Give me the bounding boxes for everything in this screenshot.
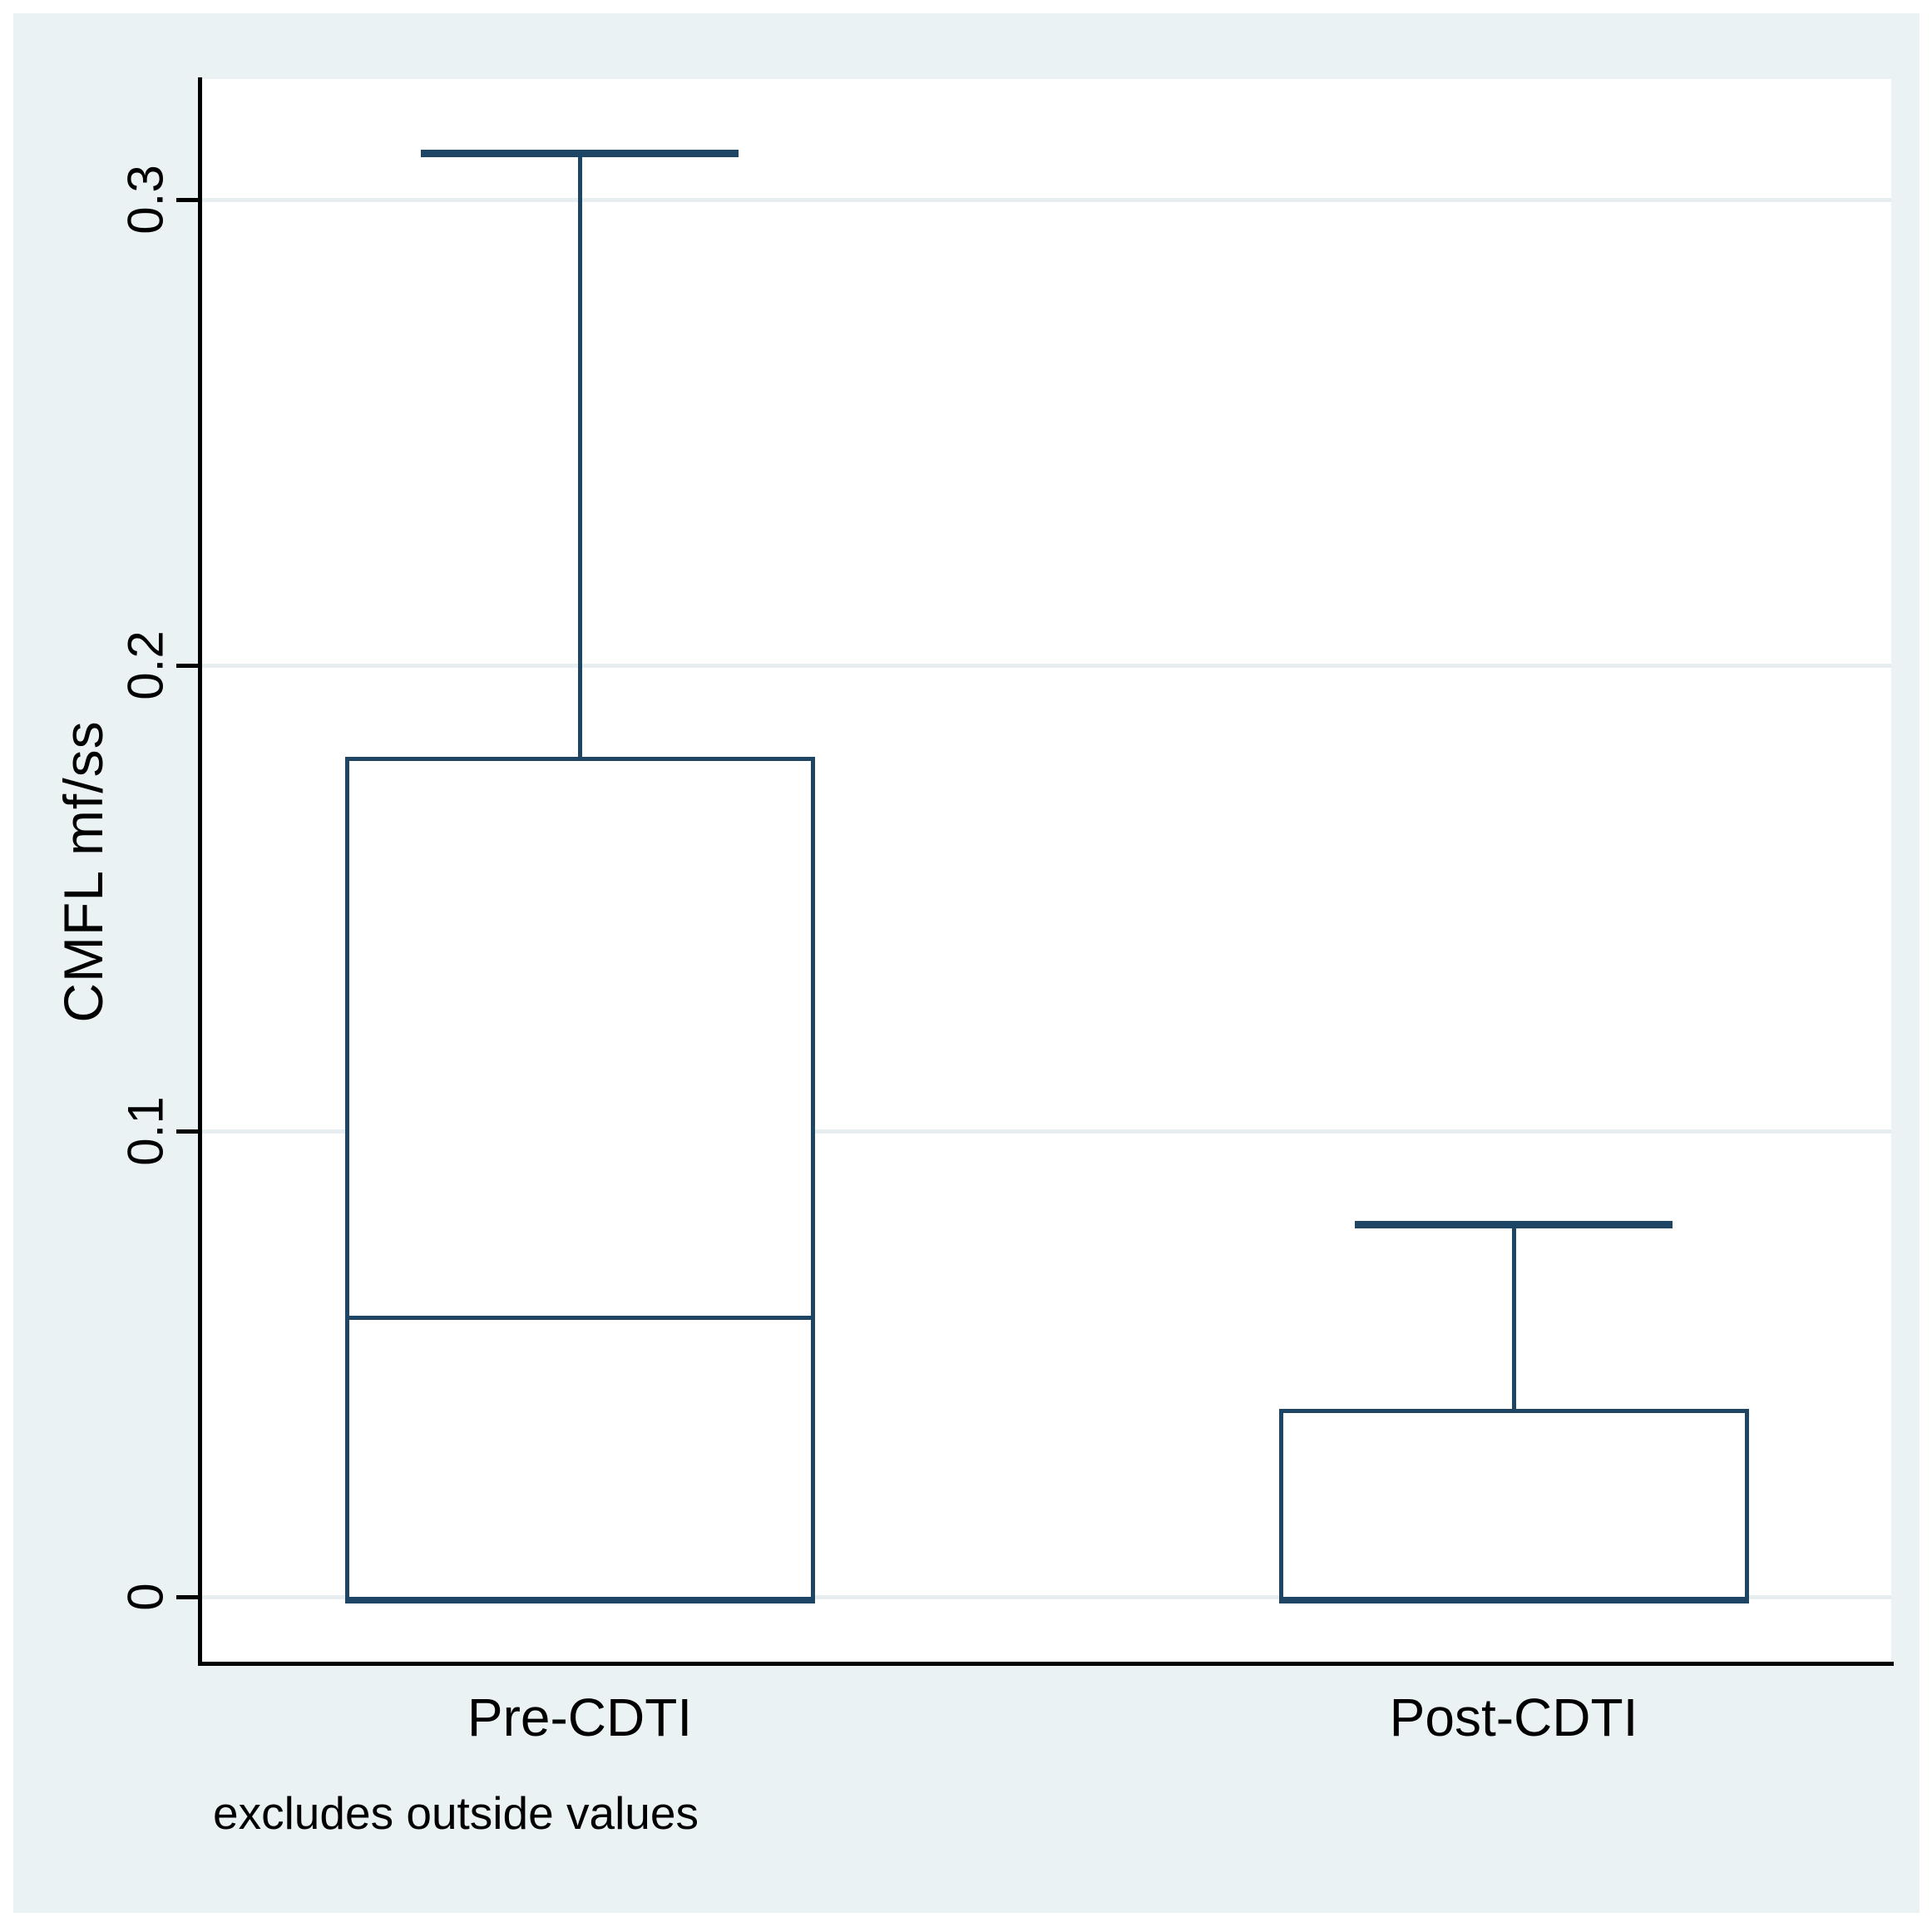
y-tick-mark-0.3 <box>176 198 200 202</box>
y-tick-mark-0.2 <box>176 664 200 668</box>
y-axis-line <box>198 77 202 1666</box>
y-axis-title: CMFL mf/ss <box>52 720 114 1023</box>
whisker-stem-post-cdti <box>1512 1224 1516 1411</box>
box-pre-cdti <box>344 757 815 1603</box>
whisker-cap-post-cdti <box>1355 1221 1673 1228</box>
y-tick-label-0.1: 0.1 <box>117 1096 174 1166</box>
y-tick-mark-0 <box>176 1595 200 1599</box>
whisker-stem-pre-cdti <box>578 153 582 758</box>
box-post-cdti <box>1278 1409 1749 1603</box>
x-tick-label-pre-cdti: Pre-CDTI <box>467 1687 693 1747</box>
y-tick-label-0: 0 <box>117 1583 174 1611</box>
y-tick-label-0.2: 0.2 <box>117 630 174 700</box>
y-tick-label-0.3: 0.3 <box>117 165 174 235</box>
gridline-y-0.1 <box>200 1129 1891 1134</box>
x-axis-line <box>198 1662 1894 1666</box>
figure-note: excludes outside values <box>213 1787 699 1839</box>
gridline-y-0.2 <box>200 664 1891 668</box>
median-line-pre-cdti <box>344 1316 815 1320</box>
x-tick-label-post-cdti: Post-CDTI <box>1389 1687 1638 1747</box>
gridline-y-0 <box>200 1595 1891 1599</box>
gridline-y-0.3 <box>200 198 1891 202</box>
y-tick-mark-0.1 <box>176 1129 200 1134</box>
whisker-cap-pre-cdti <box>421 150 739 157</box>
